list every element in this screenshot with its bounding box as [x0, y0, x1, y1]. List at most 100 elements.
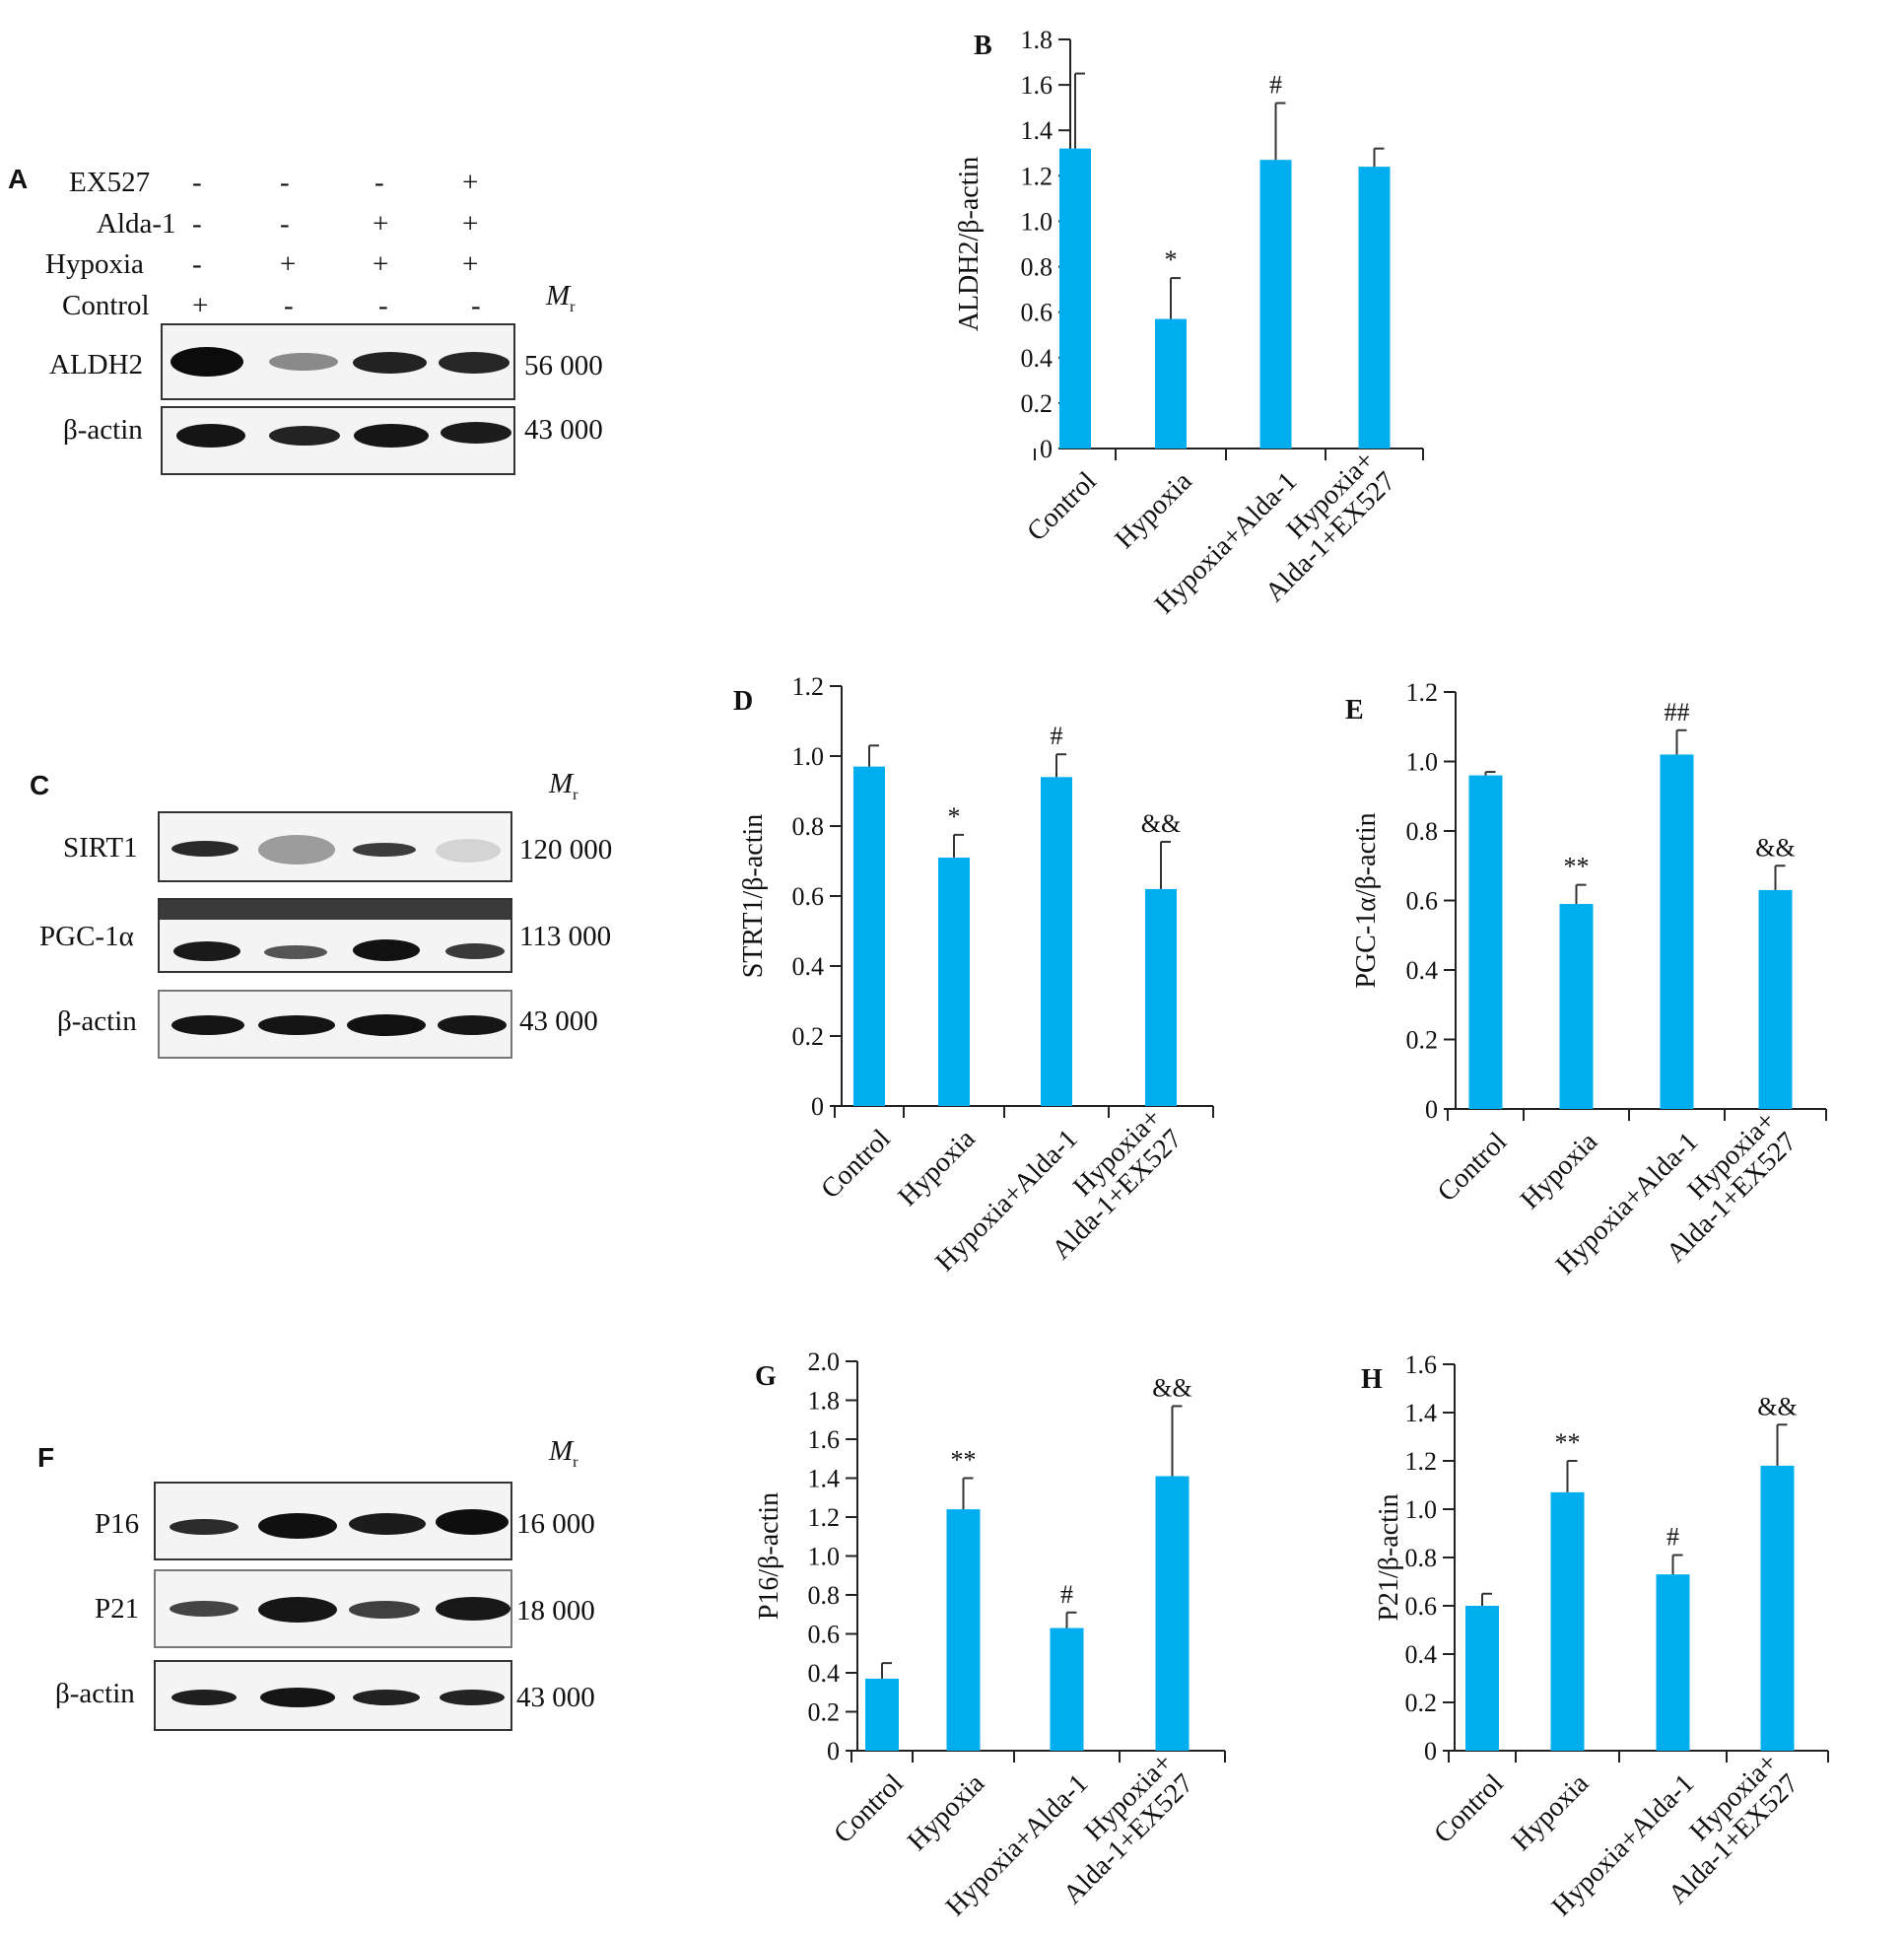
bar	[946, 1509, 981, 1751]
mr-value-p21: 18 000	[516, 1595, 595, 1626]
y-axis-label: P21/β-actin	[1374, 1493, 1404, 1621]
y-tick-label: 1.6	[1405, 1350, 1438, 1379]
protein-label-p21: P21	[95, 1593, 140, 1625]
protein-label-sirt1: SIRT1	[63, 832, 138, 864]
y-tick-label: 0	[1425, 1095, 1438, 1124]
category-label: Hypoxia	[1506, 1767, 1596, 1857]
treatment-sign: -	[284, 290, 294, 321]
bar	[853, 766, 885, 1106]
y-tick-label: 1.0	[808, 1543, 841, 1571]
mr-label-a: Mr	[546, 280, 576, 315]
protein-label-beta-actin-f: β-actin	[55, 1678, 135, 1709]
category-label-line: Hypoxia	[1110, 465, 1199, 555]
significance-mark: #	[1269, 71, 1282, 100]
bar	[865, 1678, 899, 1751]
protein-label-beta-actin-c: β-actin	[57, 1005, 137, 1037]
category-label: Control	[815, 1124, 897, 1206]
chart-d: D 0 0.2 0.4 0.6 0.8 1.0 1.2 STRT1/β-actin Control…	[733, 672, 1214, 1278]
significance-mark: *	[948, 802, 961, 831]
y-tick-label: 0	[1040, 435, 1053, 463]
significance-mark: &&	[1141, 809, 1181, 838]
treatment-sign: -	[280, 208, 290, 240]
category-label-line: Hypoxia	[1515, 1126, 1604, 1215]
blot-image-p16	[154, 1482, 512, 1560]
y-tick-label: 0	[811, 1092, 824, 1121]
y-tick-label: 0.6	[808, 1621, 841, 1649]
y-axis-label: P16/β-actin	[754, 1492, 784, 1620]
category-label: Control	[1432, 1127, 1514, 1209]
treatment-sign: -	[192, 248, 202, 280]
bar	[1259, 160, 1292, 449]
mr-value-pgc1a: 113 000	[519, 921, 612, 952]
treatment-sign: +	[462, 208, 479, 240]
treatment-sign: -	[280, 167, 290, 198]
y-tick-label: 0.2	[808, 1698, 841, 1727]
treatment-sign: -	[192, 167, 202, 198]
significance-mark: &&	[1755, 833, 1795, 862]
chart-b: B 0 0.2 0.4 0.6 0.8 1.0 1.2 1.4 1.6 1.8 ALDH2/β-act…	[954, 26, 1424, 620]
mr-value-sirt1: 120 000	[519, 834, 613, 865]
category-label-line: Control	[1428, 1768, 1510, 1850]
panel-letter-c: C	[30, 770, 50, 800]
bar	[1468, 775, 1503, 1109]
bar	[1059, 148, 1091, 449]
y-axis-label: STRT1/β-actin	[738, 814, 769, 979]
y-tick-label: 0.4	[1021, 344, 1054, 373]
blot-image-sirt1	[158, 811, 512, 882]
mr-value-beta-actin-c: 43 000	[519, 1005, 598, 1037]
treatment-sign: -	[471, 290, 481, 321]
panel-letter-d: D	[733, 686, 753, 717]
y-tick-label: 1.0	[1021, 207, 1054, 236]
blot-image-beta-actin-c	[158, 990, 512, 1059]
category-label-line: Control	[1021, 466, 1103, 548]
y-tick-label: 1.8	[808, 1387, 841, 1416]
treatment-sign: -	[192, 208, 202, 240]
y-tick-label: 1.4	[808, 1465, 841, 1493]
y-tick-label: 1.2	[1406, 678, 1439, 707]
y-tick-label: 0.8	[1406, 817, 1439, 846]
y-tick-label: 0.6	[1405, 1592, 1438, 1621]
y-tick-label: 0	[1424, 1737, 1437, 1765]
blot-image-pgc1a	[158, 898, 512, 973]
y-tick-label: 0.2	[1406, 1026, 1439, 1055]
category-label: Hypoxia	[902, 1767, 991, 1857]
y-tick-label: 1.4	[1405, 1399, 1438, 1427]
y-tick-label: 0.8	[1405, 1544, 1438, 1572]
y-tick-label: 0	[827, 1737, 840, 1765]
y-tick-label: 0.2	[792, 1022, 825, 1051]
bar	[1760, 1465, 1795, 1751]
bar	[1550, 1491, 1585, 1751]
category-label: Hypoxia	[893, 1123, 983, 1212]
significance-mark: &&	[1152, 1373, 1191, 1402]
category-label-line: Hypoxia	[893, 1123, 983, 1212]
category-label-line: Control	[815, 1124, 897, 1206]
category-label: Hypoxia+Alda-1+EX527	[1642, 1748, 1804, 1910]
treatment-sign: +	[462, 248, 479, 280]
protein-label-beta-actin-a: β-actin	[63, 414, 143, 446]
y-tick-label: 0.2	[1405, 1689, 1438, 1717]
bar	[1656, 1574, 1690, 1751]
significance-mark: #	[1666, 1523, 1679, 1552]
y-tick-label: 1.6	[808, 1425, 841, 1454]
y-tick-label: 0.6	[1406, 887, 1439, 916]
y-tick-label: 0.8	[792, 812, 825, 841]
y-tick-label: 1.0	[1405, 1495, 1438, 1524]
panel-letter-b: B	[974, 31, 992, 61]
category-label: Hypoxia+Alda-1+EX527	[1025, 1103, 1188, 1266]
significance-mark: **	[1555, 1428, 1581, 1457]
bar	[1145, 888, 1177, 1106]
bar	[1660, 754, 1694, 1109]
panel-letter-a: A	[8, 164, 29, 194]
bar	[1358, 167, 1391, 449]
chart-h: H 0 0.2 0.4 0.6 0.8 1.0 1.2 1.4 1.6 P21/β-actin Con…	[1361, 1350, 1829, 1922]
bar	[1041, 777, 1072, 1106]
chart-g: G 0 0.2 0.4 0.6 0.8 1.0 1.2 1.4 1.6 1.8 2.0 P16/β-ac…	[754, 1348, 1226, 1922]
bar	[1559, 904, 1594, 1109]
blot-image-p21	[154, 1569, 512, 1648]
bar	[1465, 1606, 1499, 1751]
treatment-sign: +	[373, 248, 389, 280]
treatment-sign: +	[280, 248, 297, 280]
treatment-sign: -	[374, 167, 384, 198]
treatment-sign: +	[192, 290, 209, 321]
